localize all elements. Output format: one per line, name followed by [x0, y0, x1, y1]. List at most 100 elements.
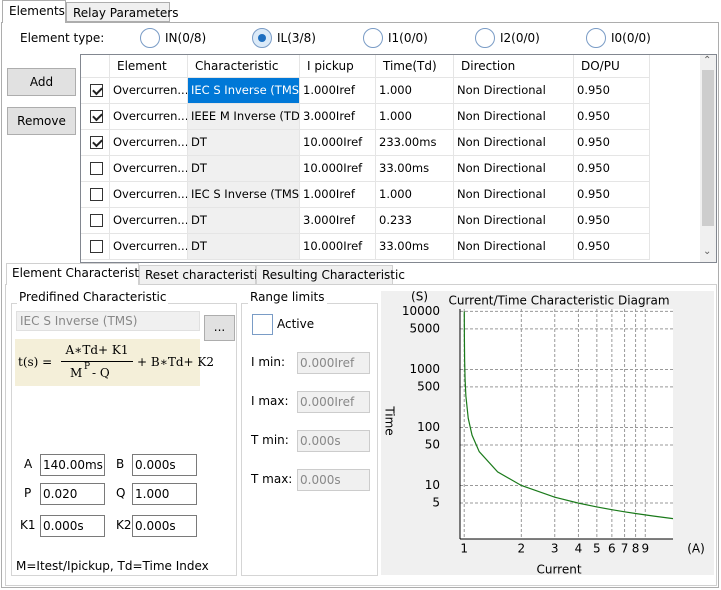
table-cell[interactable]: 10.000Iref: [300, 156, 376, 182]
formula-text: - Q: [92, 366, 110, 380]
x-unit: (A): [687, 542, 705, 556]
row-checkbox[interactable]: [90, 214, 103, 227]
characteristic-select[interactable]: IEC S Inverse (TMS): [16, 311, 200, 331]
table-cell[interactable]: 1.000Iref: [300, 182, 376, 208]
row-checkbox[interactable]: [90, 84, 103, 97]
table-cell[interactable]: 0.950: [574, 182, 650, 208]
table-cell[interactable]: Non Directional: [454, 156, 574, 182]
radio[interactable]: [252, 28, 272, 48]
tab[interactable]: Reset characteristic: [139, 265, 264, 285]
x-tick-label: 4: [575, 542, 583, 556]
table-cell[interactable]: IEEE M Inverse (TD): [188, 104, 300, 130]
table-cell[interactable]: 0.233: [376, 208, 454, 234]
row-checkbox[interactable]: [90, 240, 103, 253]
active-checkbox[interactable]: [252, 314, 273, 335]
radio[interactable]: [586, 28, 606, 48]
table-cell[interactable]: DT: [188, 156, 300, 182]
check-mark: [92, 110, 103, 122]
range-input[interactable]: 0.000s: [297, 469, 370, 491]
table-cell[interactable]: 233.00ms: [376, 130, 454, 156]
table-cell[interactable]: 33.00ms: [376, 234, 454, 260]
table-cell[interactable]: IEC S Inverse (TMS): [188, 78, 300, 104]
radio[interactable]: [363, 28, 383, 48]
table-cell[interactable]: 33.00ms: [376, 156, 454, 182]
range-input[interactable]: 0.000s: [297, 430, 370, 452]
table-cell[interactable]: Non Directional: [454, 78, 574, 104]
button[interactable]: Remove: [7, 107, 76, 135]
table-cell[interactable]: Overcurren...: [110, 130, 188, 156]
table-cell[interactable]: DT: [188, 208, 300, 234]
table-cell[interactable]: Non Directional: [454, 130, 574, 156]
x-tick-label: 5: [593, 542, 601, 556]
radio-label[interactable]: I0(0/0): [611, 31, 651, 45]
tab[interactable]: Relay Parameters: [66, 2, 178, 22]
table-cell[interactable]: 1.000: [376, 78, 454, 104]
scroll-up[interactable]: ⌃: [703, 55, 712, 66]
table-cell[interactable]: Overcurren...: [110, 78, 188, 104]
formula-text: + B∗Td+ K2: [137, 355, 214, 369]
scroll-down[interactable]: ⌄: [703, 246, 712, 257]
param-input[interactable]: 0.000s: [40, 515, 105, 537]
radio-dot: [258, 34, 266, 42]
table-cell[interactable]: 3.000Iref: [300, 104, 376, 130]
table-cell[interactable]: 1.000: [376, 182, 454, 208]
range-label: I max:: [251, 394, 289, 408]
param-input[interactable]: 0.020: [40, 483, 105, 505]
browse-button[interactable]: ...: [204, 315, 235, 341]
y-axis-label: Time: [383, 405, 397, 435]
button[interactable]: Add: [7, 68, 76, 96]
formula-text: A∗Td+ K1: [65, 343, 129, 357]
table-cell[interactable]: 1.000Iref: [300, 78, 376, 104]
row-checkbox[interactable]: [90, 110, 103, 123]
param-input[interactable]: 140.00ms: [40, 454, 105, 476]
row-checkbox[interactable]: [90, 136, 103, 149]
table-cell[interactable]: Non Directional: [454, 182, 574, 208]
param-input[interactable]: 0.000s: [132, 454, 197, 476]
table-cell[interactable]: Overcurren...: [110, 182, 188, 208]
y-tick-label: 10000: [402, 304, 440, 318]
table-cell[interactable]: Overcurren...: [110, 156, 188, 182]
radio-label[interactable]: IL(3/8): [277, 31, 316, 45]
table-cell[interactable]: 0.950: [574, 234, 650, 260]
table-cell[interactable]: IEC S Inverse (TMS): [188, 182, 300, 208]
table-cell[interactable]: 0.950: [574, 208, 650, 234]
radio-label[interactable]: I2(0/0): [500, 31, 540, 45]
param-input[interactable]: 0.000s: [132, 515, 197, 537]
table-cell[interactable]: 0.950: [574, 130, 650, 156]
formula-text: t(s) =: [18, 355, 53, 369]
y-tick-label: 5000: [409, 321, 440, 335]
radio[interactable]: [475, 28, 495, 48]
scroll-thumb[interactable]: [702, 70, 714, 226]
range-input[interactable]: 0.000Iref: [297, 352, 370, 374]
table-cell[interactable]: DT: [188, 234, 300, 260]
table-cell[interactable]: 10.000Iref: [300, 130, 376, 156]
table-cell[interactable]: 1.000: [376, 104, 454, 130]
table-cell[interactable]: Overcurren...: [110, 208, 188, 234]
param-input[interactable]: 1.000: [132, 483, 197, 505]
table-cell[interactable]: Overcurren...: [110, 234, 188, 260]
row-checkbox[interactable]: [90, 188, 103, 201]
tab[interactable]: Resulting Characteristic: [256, 265, 405, 285]
table-cell[interactable]: Non Directional: [454, 104, 574, 130]
tab[interactable]: Elements: [2, 0, 66, 23]
table-cell[interactable]: Non Directional: [454, 234, 574, 260]
curve: [463, 311, 674, 520]
table-cell[interactable]: 0.950: [574, 104, 650, 130]
x-tick-label: 1: [460, 542, 468, 556]
table-cell[interactable]: Overcurren...: [110, 104, 188, 130]
range-input[interactable]: 0.000Iref: [297, 391, 370, 413]
table-cell[interactable]: DT: [188, 130, 300, 156]
table-cell[interactable]: Non Directional: [454, 208, 574, 234]
table-cell[interactable]: 3.000Iref: [300, 208, 376, 234]
table-cell[interactable]: 0.950: [574, 156, 650, 182]
radio[interactable]: [140, 28, 160, 48]
table-cell[interactable]: 0.950: [574, 78, 650, 104]
tab[interactable]: Element Characteristic: [6, 263, 149, 285]
radio-label[interactable]: I1(0/0): [388, 31, 428, 45]
formula-box: t(s) = A∗Td+ K1 M P - Q + B∗Td+ K2: [15, 339, 214, 386]
row-checkbox[interactable]: [90, 162, 103, 175]
param-label: A: [24, 457, 33, 471]
param-label: B: [116, 457, 125, 471]
radio-label[interactable]: IN(0/8): [165, 31, 207, 45]
table-cell[interactable]: 10.000Iref: [300, 234, 376, 260]
